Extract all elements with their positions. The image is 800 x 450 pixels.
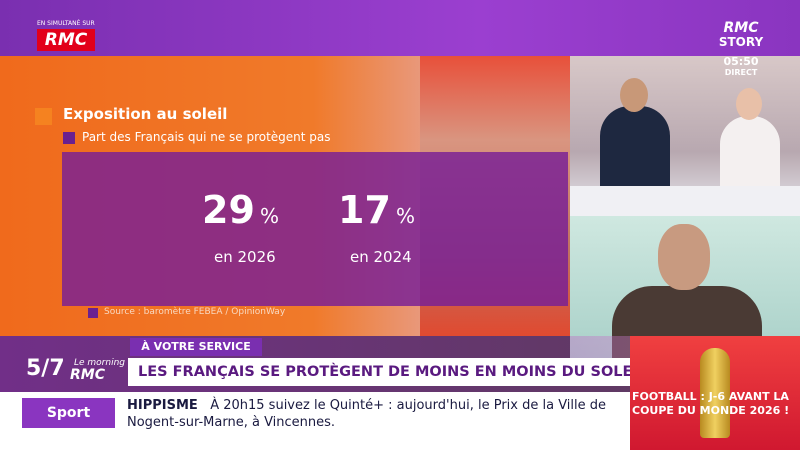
cohost-head xyxy=(736,88,762,120)
guest-head xyxy=(658,224,710,290)
stats-box xyxy=(62,152,568,306)
ticker-topic: HIPPISME xyxy=(127,398,198,413)
presenter-head xyxy=(620,78,648,112)
promo-line2: COUPE DU MONDE 2026 ! xyxy=(632,404,790,417)
time: 05:50 xyxy=(723,55,759,68)
ticker-line2: Nogent-sur-Marne, à Vincennes. xyxy=(127,415,336,430)
top-band xyxy=(0,0,800,56)
stat-label: en 2026 xyxy=(214,248,276,266)
ticker-text: À 20h15 suivez le Quinté+ : aujourd'hui,… xyxy=(210,398,607,413)
stat-unit: % xyxy=(260,204,280,228)
show-number: 5/7 xyxy=(26,356,65,381)
tag: À VOTRE SERVICE xyxy=(130,338,262,356)
trophy xyxy=(700,348,730,438)
studio-video xyxy=(570,56,800,216)
infographic-subtitle: Part des Français qui ne se protègent pa… xyxy=(82,130,331,144)
desk xyxy=(570,186,800,216)
show-name-bottom: RMC xyxy=(70,367,105,383)
ticker-line1: HIPPISME À 20h15 suivez le Quinté+ : auj… xyxy=(127,398,606,413)
live: DIRECT xyxy=(724,68,758,77)
subtitle-square xyxy=(63,132,75,144)
stat-label: en 2024 xyxy=(350,248,412,266)
channel-logo-bottom: STORY xyxy=(718,35,764,49)
ticker-section: Sport xyxy=(22,398,115,428)
channel-logo-top: RMC xyxy=(723,20,759,36)
show-name-top: Le morning xyxy=(74,358,126,368)
simulcast-logo: RMC xyxy=(37,29,95,51)
headline: LES FRANÇAIS SE PROTÈGENT DE MOINS EN MO… xyxy=(128,358,647,386)
stat-value: 29 xyxy=(202,188,255,232)
infographic-title: Exposition au soleil xyxy=(63,105,228,123)
source-square xyxy=(88,308,98,318)
stats: 29% en 2026 17% en 2024 xyxy=(62,152,568,306)
title-square xyxy=(35,108,52,125)
stat-unit: % xyxy=(396,204,416,228)
promo-line1: FOOTBALL : J-6 AVANT LA xyxy=(632,390,789,403)
stat-value: 17 xyxy=(338,188,391,232)
simulcast-label: EN SIMULTANÉ SUR xyxy=(37,20,95,27)
source: Source : baromètre FEBEA / OpinionWay xyxy=(104,307,286,317)
